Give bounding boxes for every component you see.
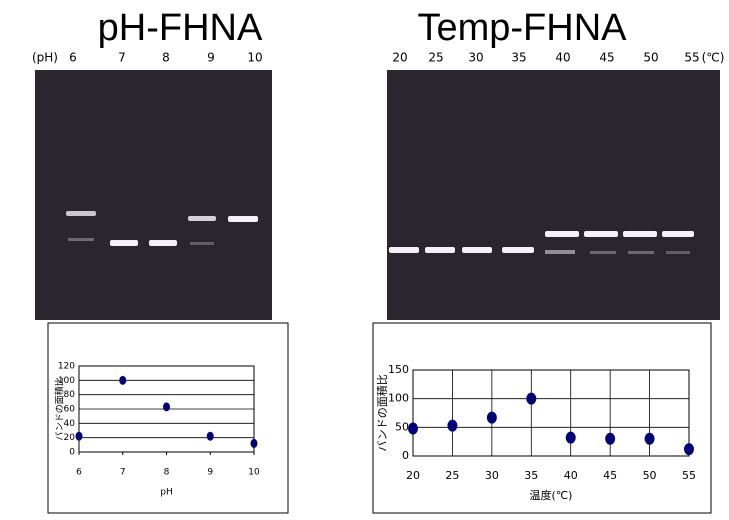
data-point [565,431,576,444]
y-tick-label: 120 [58,362,75,372]
gel-left [35,70,272,320]
y-tick-label: 50 [395,420,409,433]
lane-label: 8 [162,51,170,65]
data-point [75,431,83,441]
data-point [206,431,214,441]
data-point [163,402,170,412]
lane-label: 9 [207,51,215,65]
y-axis-label: バンドの面積比 [375,374,389,452]
y-tick-label: 40 [64,419,76,429]
x-tick-label: 45 [603,469,617,482]
lane-label: 10 [247,51,262,65]
x-axis-label: 温度(℃) [530,488,573,502]
chart-frame [372,322,712,514]
lane-label: (℃) [702,51,725,65]
data-point [684,443,694,456]
gel-title: Temp-FHNA [417,7,627,49]
y-tick-label: 0 [402,449,409,462]
x-tick-label: 8 [164,468,170,478]
lane-label: 30 [468,51,483,65]
lane-label: (pH) [32,51,58,65]
x-tick-label: 50 [643,469,657,482]
chart-frame [47,322,289,514]
x-tick-label: 7 [120,468,126,478]
x-tick-label: 30 [485,469,499,482]
x-tick-label: 40 [564,469,578,482]
lane-label: 6 [69,51,77,65]
y-tick-label: 80 [64,390,76,400]
lane-label: 20 [392,51,407,65]
data-point [486,411,497,424]
data-point [250,438,258,448]
data-point [644,432,655,445]
x-axis-label: pH [160,488,172,498]
y-tick-label: 0 [69,448,75,458]
lane-label: 45 [599,51,614,65]
lane-label: 40 [555,51,570,65]
y-tick-label: 100 [388,392,409,405]
data-point [119,375,127,385]
x-tick-label: 9 [207,468,213,478]
lane-label: 55 [684,51,699,65]
y-tick-label: 60 [64,405,76,415]
x-tick-label: 20 [406,469,420,482]
x-tick-label: 10 [248,468,260,478]
y-tick-label: 150 [388,363,409,376]
lane-label: 25 [428,51,443,65]
x-tick-label: 25 [445,469,459,482]
data-point [526,392,537,405]
x-tick-label: 55 [682,469,696,482]
lane-label: 35 [511,51,526,65]
data-point [408,422,418,435]
x-tick-label: 35 [524,469,538,482]
y-tick-label: 20 [64,433,76,443]
data-point [605,432,616,445]
x-tick-label: 6 [76,468,82,478]
y-axis-label: バンドの面積比 [54,377,66,440]
data-point [447,419,458,432]
lane-label: 50 [643,51,658,65]
gel-right [387,70,720,320]
lane-label: 7 [118,51,126,65]
y-tick-label: 100 [58,376,75,386]
gel-title: pH-FHNA [98,7,263,49]
